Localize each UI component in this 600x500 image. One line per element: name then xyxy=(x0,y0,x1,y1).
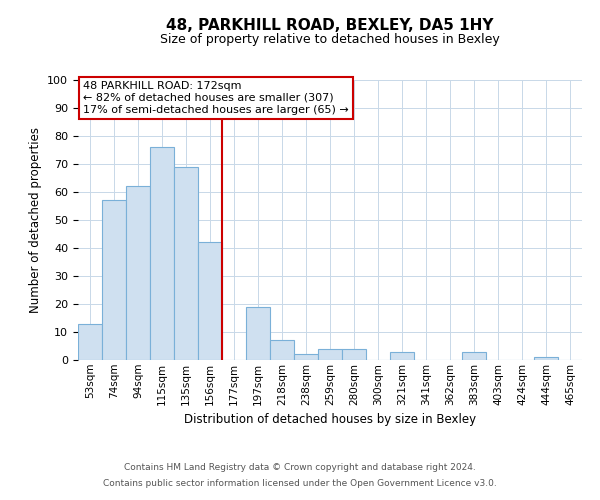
Text: 48 PARKHILL ROAD: 172sqm
← 82% of detached houses are smaller (307)
17% of semi-: 48 PARKHILL ROAD: 172sqm ← 82% of detach… xyxy=(83,82,349,114)
Text: Contains HM Land Registry data © Crown copyright and database right 2024.: Contains HM Land Registry data © Crown c… xyxy=(124,464,476,472)
X-axis label: Distribution of detached houses by size in Bexley: Distribution of detached houses by size … xyxy=(184,413,476,426)
Bar xyxy=(390,352,414,360)
Y-axis label: Number of detached properties: Number of detached properties xyxy=(29,127,42,313)
Text: Contains public sector information licensed under the Open Government Licence v3: Contains public sector information licen… xyxy=(103,478,497,488)
Bar xyxy=(246,307,270,360)
Bar xyxy=(318,349,342,360)
Bar xyxy=(150,147,174,360)
Text: Size of property relative to detached houses in Bexley: Size of property relative to detached ho… xyxy=(160,32,500,46)
Text: 48, PARKHILL ROAD, BEXLEY, DA5 1HY: 48, PARKHILL ROAD, BEXLEY, DA5 1HY xyxy=(166,18,494,32)
Bar xyxy=(462,352,486,360)
Bar xyxy=(270,340,294,360)
Bar xyxy=(174,167,198,360)
Bar xyxy=(126,186,150,360)
Bar xyxy=(102,200,126,360)
Bar xyxy=(534,357,558,360)
Bar xyxy=(342,349,366,360)
Bar xyxy=(294,354,318,360)
Bar xyxy=(198,242,222,360)
Bar xyxy=(78,324,102,360)
